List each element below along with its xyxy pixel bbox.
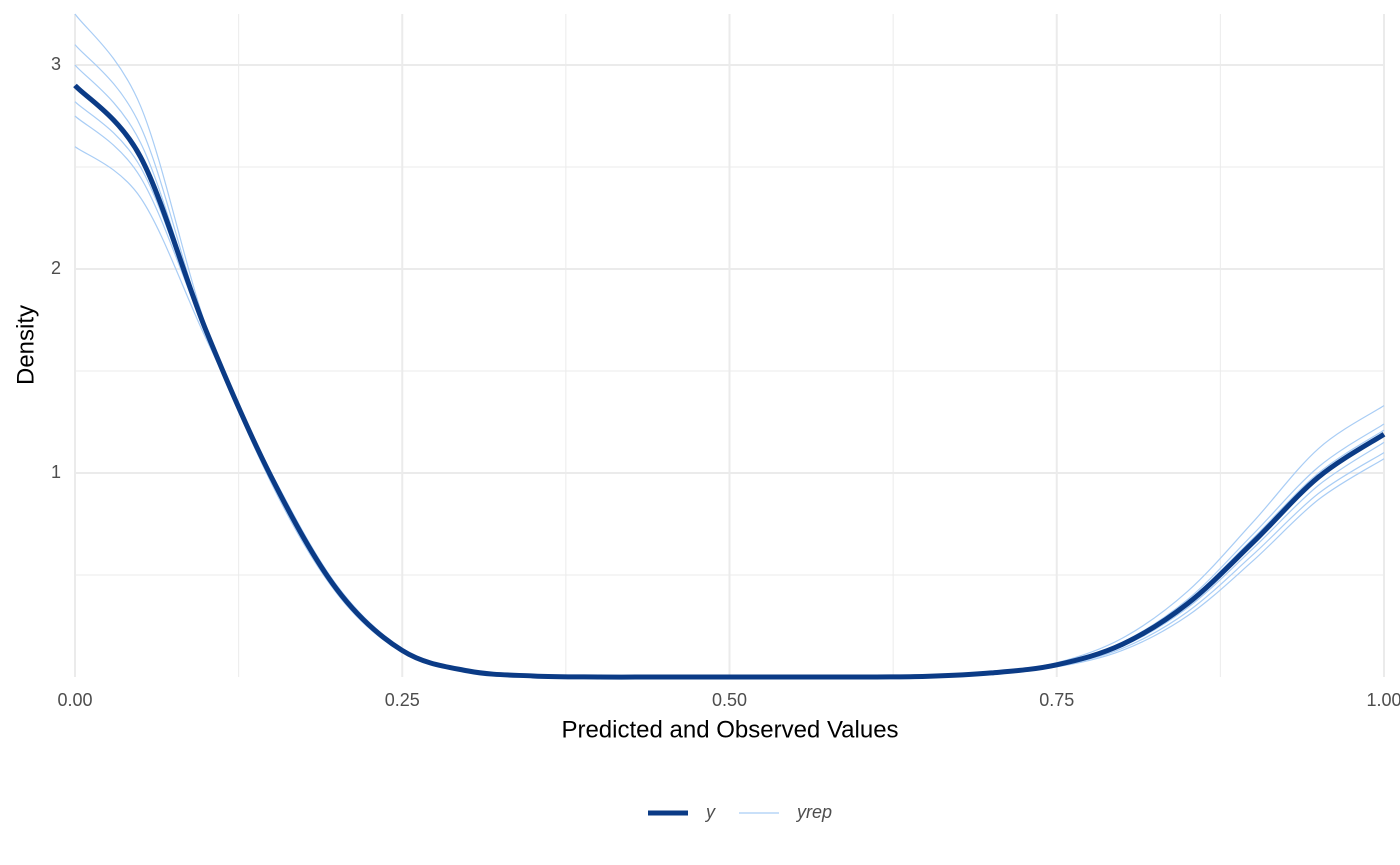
x-tick-label: 0.00 <box>57 690 92 710</box>
legend-label: y <box>704 802 716 822</box>
y-axis-title: Density <box>12 305 39 385</box>
y-tick-label: 1 <box>51 462 61 482</box>
x-tick-label: 0.75 <box>1039 690 1074 710</box>
legend-label: yrep <box>795 802 832 822</box>
y-tick-label: 2 <box>51 258 61 278</box>
x-tick-label: 1.00 <box>1366 690 1400 710</box>
y-line <box>73 83 1386 680</box>
y-tick-label: 3 <box>51 54 61 74</box>
x-axis-title: Predicted and Observed Values <box>561 716 898 743</box>
x-tick-label: 0.25 <box>385 690 420 710</box>
x-tick-label: 0.50 <box>712 690 747 710</box>
